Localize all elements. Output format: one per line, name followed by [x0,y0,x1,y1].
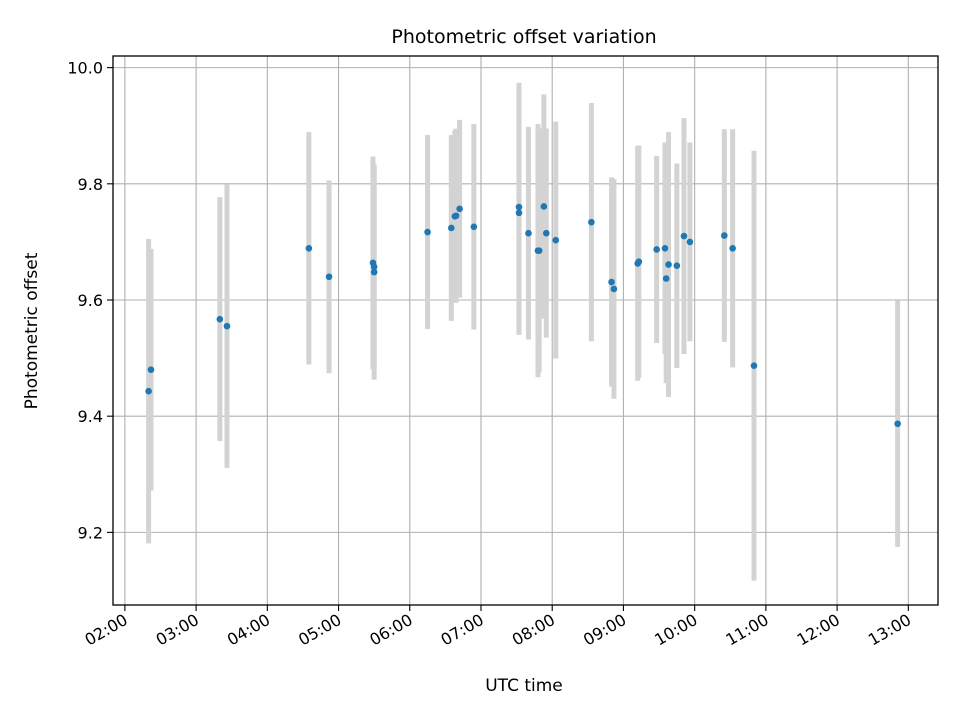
data-points [145,203,901,428]
data-point [535,247,543,254]
y-tick-label: 10.0 [67,59,103,78]
data-point [305,244,313,252]
data-point [653,246,660,253]
data-point [673,262,681,270]
data-point [542,229,550,237]
data-point [635,258,643,265]
data-point [661,244,669,252]
y-tick-label: 9.4 [78,407,103,426]
data-point [894,420,901,428]
y-tick-label: 9.6 [78,291,103,310]
grid [113,56,938,605]
y-tick-label: 9.2 [78,523,103,542]
data-point [515,209,523,217]
data-point [552,236,560,244]
x-axis-title: UTC time [485,676,563,696]
data-point [515,203,523,211]
data-point [608,278,615,286]
chart-title: Photometric offset variation [391,26,656,48]
data-point [452,212,460,220]
data-point [721,232,728,239]
data-point [540,203,548,210]
data-point [729,244,736,252]
data-point [665,261,672,268]
data-point [424,228,431,236]
data-point [370,268,378,276]
data-point [145,387,152,395]
y-axis-ticks: 9.2 9.4 9.6 9.8 10.0 [67,59,113,542]
data-point [448,224,455,232]
data-point [456,205,463,213]
data-point [525,229,532,237]
data-point [610,285,618,293]
data-point [223,322,231,330]
data-point [370,263,378,271]
data-point [470,223,478,231]
data-point [662,275,670,282]
y-axis-title: Photometric offset [22,252,42,409]
data-point [325,273,333,281]
plot-frame [112,55,939,606]
data-point [588,218,595,226]
data-point [216,315,224,323]
data-point [750,362,758,369]
y-tick-label: 9.8 [78,175,103,194]
data-point [686,238,694,246]
data-point [680,232,688,240]
data-point [147,366,155,374]
